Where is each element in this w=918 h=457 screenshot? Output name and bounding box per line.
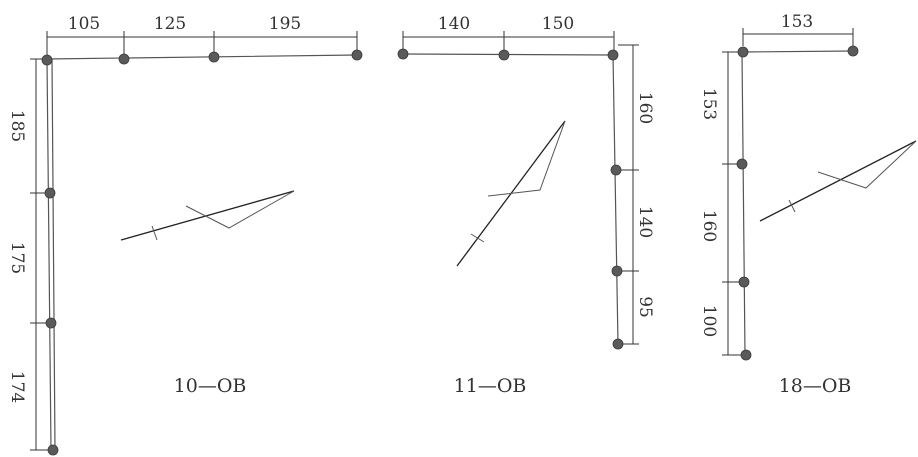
panel-2-side-dim-1: 160: [635, 92, 655, 124]
panel-2-hole: [498, 49, 510, 61]
panel-1-side-dim-1: 185: [7, 110, 27, 142]
panel-3-hole: [738, 276, 750, 288]
panel-11-ob: 140 150 160 140 95 11—OB: [397, 14, 655, 397]
panel-2-caption: 11—OB: [454, 375, 527, 397]
panel-3-hole: [737, 46, 749, 58]
panel-2-top-dim-2: 150: [542, 14, 574, 34]
panel-1-hole: [44, 187, 56, 199]
panel-2-hole: [607, 49, 619, 61]
panel-2-compass-needle: [456, 120, 566, 267]
panel-3-top-dim-1: 153: [781, 12, 813, 32]
panel-10-ob: 105 125 195 185 175 174 10—OB: [7, 14, 363, 456]
panel-1-hole: [208, 51, 220, 63]
panel-1-caption: 10—OB: [174, 375, 247, 397]
panel-3-side-dim-3: 100: [699, 305, 719, 337]
panel-1-compass-needle: [120, 190, 295, 241]
panel-1-top-dim-1: 105: [68, 14, 100, 34]
panel-3-hole: [847, 45, 859, 57]
panel-3-compass-needle: [759, 140, 917, 222]
panel-3-side-dim-2: 160: [699, 210, 719, 242]
panel-1-hole: [41, 54, 53, 66]
panel-2-hole: [612, 338, 624, 350]
panel-1-top-dim-3: 195: [269, 14, 301, 34]
panel-18-ob: 153 153 160 100 18—OB: [699, 12, 917, 397]
panel-3-hole: [740, 349, 752, 361]
panel-1-hole: [351, 49, 363, 61]
panel-3-hole: [736, 158, 748, 170]
panel-1-hole: [45, 317, 57, 329]
panel-2-top-dimension-line: [402, 31, 615, 52]
panel-1-hole: [118, 53, 130, 65]
panel-2-side-dim-2: 140: [635, 206, 655, 238]
panel-2-top-dim-1: 140: [438, 14, 470, 34]
panel-2-hole: [611, 265, 623, 277]
panel-2-side-dim-3: 95: [635, 296, 655, 318]
panel-1-side-dim-3: 174: [7, 371, 27, 403]
panel-3-top-dimension-line: [742, 28, 854, 46]
panel-1-top-dim-2: 125: [154, 14, 186, 34]
panel-2-frame: [402, 53, 619, 345]
panel-1-top-dimension-line: [46, 31, 358, 58]
panel-2-hole: [610, 164, 622, 176]
panel-3-caption: 18—OB: [779, 375, 852, 397]
panel-1-hole: [47, 444, 59, 456]
panel-2-hole: [397, 48, 409, 60]
panel-3-side-dim-1: 153: [699, 88, 719, 120]
panel-1-side-dim-2: 175: [7, 242, 27, 274]
panel-3-frame: [741, 50, 854, 356]
